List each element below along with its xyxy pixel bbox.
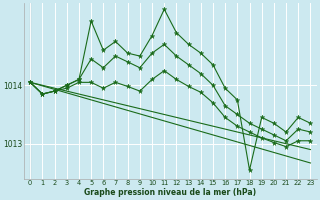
X-axis label: Graphe pression niveau de la mer (hPa): Graphe pression niveau de la mer (hPa) [84, 188, 256, 197]
